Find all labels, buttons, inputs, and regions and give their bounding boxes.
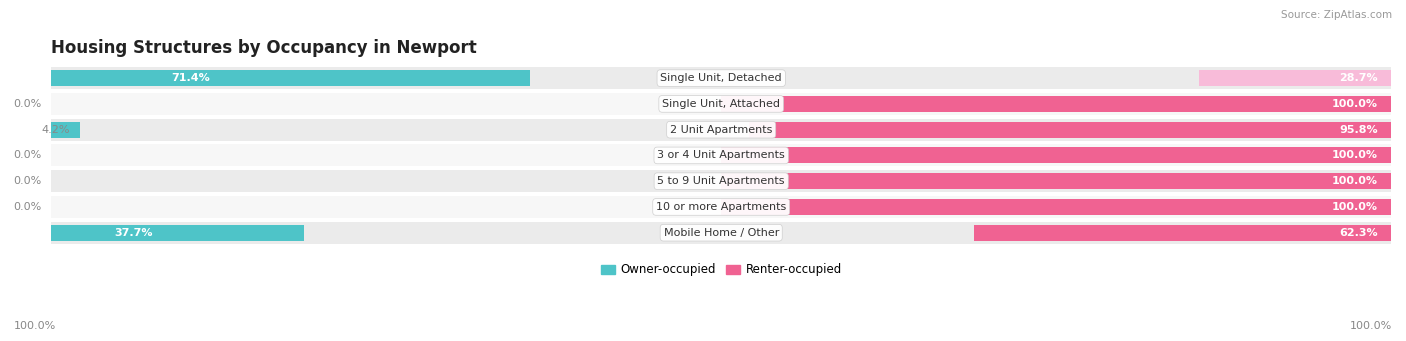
Bar bbox=[52, 222, 1391, 243]
Text: 28.7%: 28.7% bbox=[1339, 73, 1378, 83]
Bar bbox=[52, 225, 304, 241]
Text: Single Unit, Attached: Single Unit, Attached bbox=[662, 99, 780, 109]
Bar bbox=[52, 67, 1391, 89]
Bar bbox=[52, 170, 1391, 192]
Text: 0.0%: 0.0% bbox=[13, 99, 41, 109]
Text: 0.0%: 0.0% bbox=[13, 176, 41, 186]
Bar bbox=[52, 196, 1391, 218]
Text: 95.8%: 95.8% bbox=[1339, 125, 1378, 135]
Text: 0.0%: 0.0% bbox=[13, 202, 41, 212]
Text: 37.7%: 37.7% bbox=[114, 228, 153, 238]
Text: 10 or more Apartments: 10 or more Apartments bbox=[657, 202, 786, 212]
Text: 3 or 4 Unit Apartments: 3 or 4 Unit Apartments bbox=[658, 150, 785, 160]
Bar bbox=[52, 93, 1391, 115]
Bar bbox=[721, 96, 1391, 112]
Text: 100.0%: 100.0% bbox=[1350, 321, 1392, 331]
Bar bbox=[721, 199, 1391, 215]
Text: 100.0%: 100.0% bbox=[1331, 202, 1378, 212]
Text: 5 to 9 Unit Apartments: 5 to 9 Unit Apartments bbox=[658, 176, 785, 186]
Text: 100.0%: 100.0% bbox=[1331, 150, 1378, 160]
Text: 100.0%: 100.0% bbox=[14, 321, 56, 331]
Bar bbox=[749, 122, 1391, 138]
Text: 100.0%: 100.0% bbox=[1331, 176, 1378, 186]
Bar bbox=[52, 145, 1391, 166]
Text: 0.0%: 0.0% bbox=[13, 150, 41, 160]
Bar bbox=[52, 119, 1391, 140]
Bar bbox=[52, 122, 80, 138]
Text: Single Unit, Detached: Single Unit, Detached bbox=[661, 73, 782, 83]
Legend: Owner-occupied, Renter-occupied: Owner-occupied, Renter-occupied bbox=[596, 259, 846, 281]
Text: Mobile Home / Other: Mobile Home / Other bbox=[664, 228, 779, 238]
Text: Source: ZipAtlas.com: Source: ZipAtlas.com bbox=[1281, 10, 1392, 20]
Bar bbox=[52, 70, 530, 86]
Bar bbox=[1199, 70, 1391, 86]
Text: 2 Unit Apartments: 2 Unit Apartments bbox=[671, 125, 772, 135]
Text: 100.0%: 100.0% bbox=[1331, 99, 1378, 109]
Text: Housing Structures by Occupancy in Newport: Housing Structures by Occupancy in Newpo… bbox=[52, 39, 477, 57]
Bar bbox=[721, 173, 1391, 189]
Text: 62.3%: 62.3% bbox=[1339, 228, 1378, 238]
Bar bbox=[721, 147, 1391, 163]
Bar bbox=[974, 225, 1391, 241]
Text: 4.2%: 4.2% bbox=[41, 125, 69, 135]
Text: 71.4%: 71.4% bbox=[172, 73, 209, 83]
